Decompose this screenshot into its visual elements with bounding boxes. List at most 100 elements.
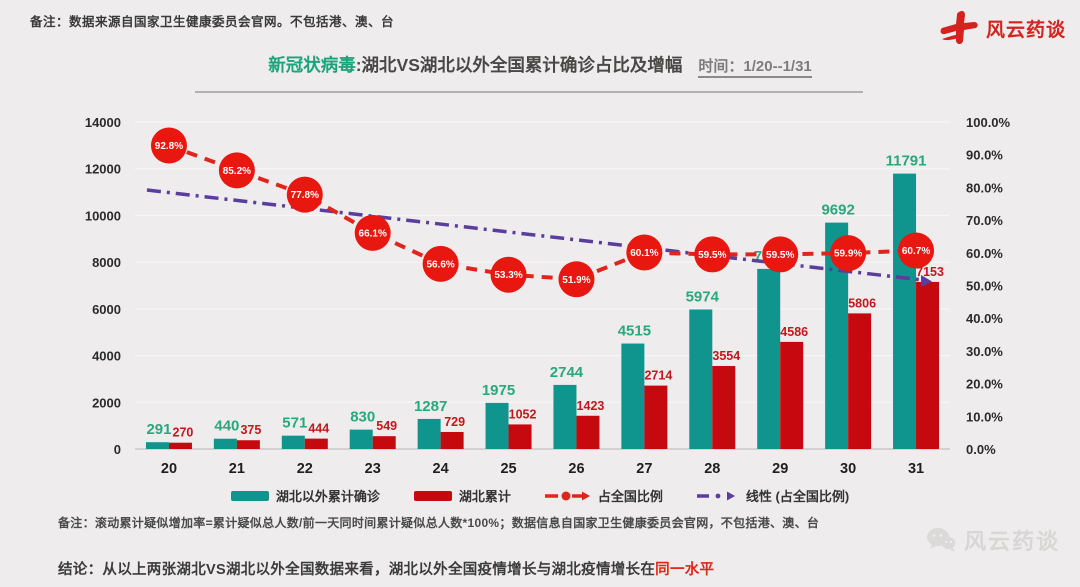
share-line <box>168 143 917 282</box>
share-bubble <box>150 127 187 164</box>
right-axis-tick: 80.0% <box>966 180 1003 195</box>
bar-label-hubei: 2714 <box>644 369 672 383</box>
bar-nonhubei <box>349 429 373 449</box>
share-bubble-label: 60.7% <box>902 246 930 257</box>
bar-nonhubei <box>689 309 713 449</box>
bar-label-nonhubei: 571 <box>282 415 307 432</box>
share-bubble-label: 77.8% <box>291 190 319 201</box>
x-axis-tick: 28 <box>704 461 720 477</box>
x-axis-tick: 30 <box>840 461 856 477</box>
legend-item-share: 占全国比例 <box>544 486 663 505</box>
bar-label-nonhubei: 9692 <box>821 202 854 219</box>
x-axis-tick: 23 <box>365 461 381 477</box>
legend-label: 线性 (占全国比例) <box>745 489 850 504</box>
left-axis-tick: 6000 <box>92 302 121 317</box>
share-bubble <box>422 245 459 282</box>
bar-label-hubei: 375 <box>240 423 261 437</box>
share-bubble <box>490 256 527 293</box>
bar-nonhubei <box>553 384 577 449</box>
bar-label-hubei: 3554 <box>712 349 740 363</box>
x-axis-tick: 27 <box>636 461 652 477</box>
source-note-top: 备注：数据来源自国家卫生健康委员会官网。不包括港、澳、台 <box>30 15 395 29</box>
bar-label-hubei: 1423 <box>577 399 605 413</box>
share-bubble-label: 51.9% <box>562 275 590 286</box>
trend-line <box>146 188 923 282</box>
bar-nonhubei <box>145 442 169 449</box>
bar-nonhubei <box>281 435 305 449</box>
x-axis-tick: 25 <box>500 461 516 477</box>
x-axis-tick: 26 <box>568 461 584 477</box>
share-bubble <box>558 261 595 298</box>
share-bubble-label: 59.9% <box>834 249 862 260</box>
trend-arrow-icon <box>921 274 933 287</box>
share-bubble <box>694 236 731 273</box>
share-bubble-label: 59.5% <box>766 250 794 261</box>
bar-hubei <box>712 365 736 449</box>
bar-label-nonhubei: 5974 <box>686 288 720 305</box>
brand-logo: 风云药谈 <box>938 8 1066 48</box>
bar-label-nonhubei: 11791 <box>886 153 927 170</box>
right-axis-tick: 60.0% <box>966 246 1003 261</box>
chart-legend: 湖北以外累计确诊 湖北累计 占全国比例 线性 (占全国比例) <box>0 486 1080 505</box>
x-axis-tick: 29 <box>772 461 788 477</box>
bar-hubei <box>304 438 328 449</box>
bar-label-nonhubei: 1975 <box>482 382 515 399</box>
right-axis-tick: 50.0% <box>966 279 1003 294</box>
bar-label-hubei: 729 <box>444 415 465 429</box>
conclusion-body: 从以上两张湖北VS湖北以外全国数据来看，湖北以外全国疫情增长与湖北疫情增长在 <box>102 562 656 578</box>
source-note-bottom: 备注：滚动累计疑似增加率=累计疑似总人数/前一天同时间累计疑似总人数*100%；… <box>58 516 820 530</box>
legend-label: 湖北以外累计确诊 <box>275 489 380 504</box>
right-axis-tick: 30.0% <box>966 344 1003 359</box>
brand-name: 风云药谈 <box>985 19 1066 41</box>
bar-label-nonhubei: 291 <box>146 421 171 438</box>
share-bubble <box>762 236 799 273</box>
share-bubble-label: 53.3% <box>494 270 522 281</box>
conclusion-text: 结论：从以上两张湖北VS湖北以外全国数据来看，湖北以外全国疫情增长与湖北疫情增长… <box>58 558 714 579</box>
left-axis-tick: 0 <box>114 442 121 457</box>
left-axis-tick: 2000 <box>92 395 121 410</box>
bar-nonhubei <box>893 173 917 449</box>
share-bubble <box>218 152 255 189</box>
right-axis-tick: 70.0% <box>966 213 1003 228</box>
x-axis-tick: 20 <box>161 461 177 477</box>
share-bubble <box>626 234 663 271</box>
left-axis-tick: 8000 <box>92 255 121 270</box>
title-time-range: 时间：1/20--1/31 <box>698 58 812 78</box>
share-bubble <box>286 176 323 213</box>
share-bubble-label: 56.6% <box>426 259 454 270</box>
bar-hubei <box>848 313 872 449</box>
bar-label-hubei: 549 <box>376 419 397 433</box>
right-axis-tick: 40.0% <box>966 311 1003 326</box>
bar-label-hubei: 1052 <box>509 407 537 421</box>
bar-label-hubei: 4586 <box>780 325 808 339</box>
bar-label-nonhubei: 830 <box>350 409 375 426</box>
purple-dashdot-line-icon <box>696 491 735 500</box>
bar-nonhubei <box>621 343 645 449</box>
right-axis-tick: 90.0% <box>966 148 1003 163</box>
bar-hubei <box>236 440 260 449</box>
bar-label-hubei: 7153 <box>916 265 944 279</box>
bar-label-hubei: 5806 <box>848 296 876 310</box>
bar-hubei <box>780 341 804 449</box>
x-axis-tick: 21 <box>229 461 245 477</box>
bar-hubei <box>508 424 532 449</box>
legend-label: 占全国比例 <box>597 489 663 504</box>
bar-label-hubei: 444 <box>308 422 329 436</box>
title-divider <box>195 91 863 93</box>
watermark-text: 风云药谈 <box>963 529 1060 554</box>
bar-nonhubei <box>213 438 237 449</box>
red-dashed-line-icon <box>544 491 590 500</box>
bar-label-nonhubei: 4515 <box>618 323 651 340</box>
x-axis-tick: 22 <box>297 461 313 477</box>
bar-nonhubei <box>417 418 441 449</box>
bar-hubei <box>440 431 464 449</box>
right-axis-tick: 10.0% <box>966 409 1003 424</box>
x-axis-tick: 24 <box>433 461 449 477</box>
share-bubble <box>898 232 935 269</box>
conclusion-label: 结论： <box>58 562 103 578</box>
share-bubble-label: 60.1% <box>630 248 658 259</box>
red-cross-icon <box>940 11 978 44</box>
combo-chart: 0 2000 4000 6000 8000 10000 12000 14000 0.0% 10.0… <box>0 104 1080 484</box>
x-axis-tick: 31 <box>908 461 924 477</box>
left-axis-tick: 4000 <box>92 349 121 364</box>
